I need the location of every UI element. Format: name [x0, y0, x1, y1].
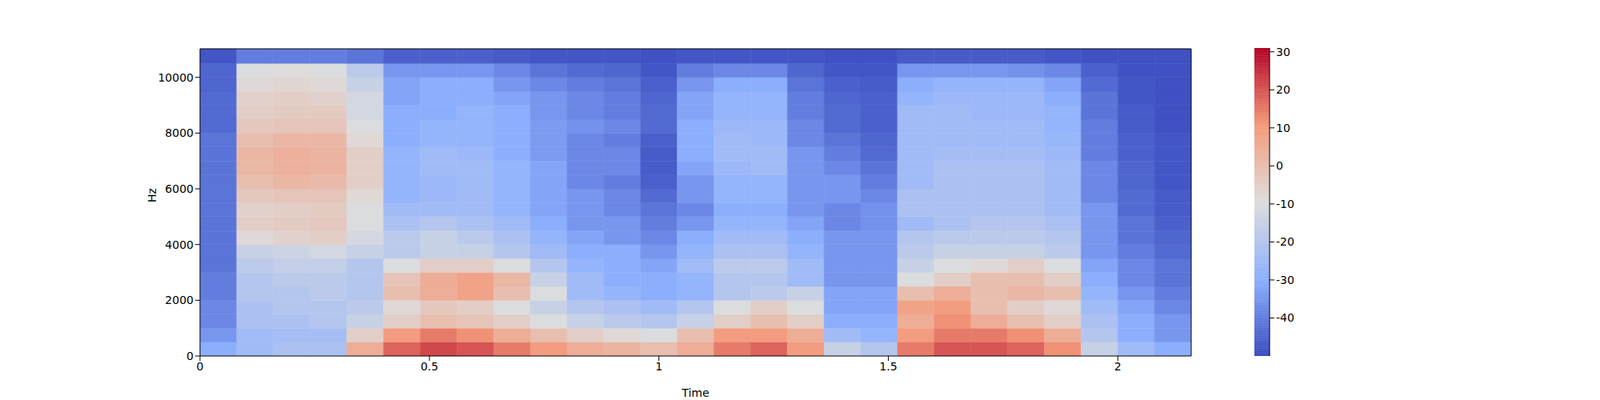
- svg-text:0: 0: [196, 360, 204, 373]
- svg-text:-20: -20: [1276, 235, 1295, 248]
- svg-text:Time: Time: [680, 386, 709, 400]
- svg-text:0: 0: [1276, 159, 1284, 172]
- svg-text:1: 1: [655, 360, 663, 373]
- svg-text:10000: 10000: [157, 71, 194, 84]
- svg-text:30: 30: [1276, 45, 1291, 59]
- svg-text:-40: -40: [1276, 311, 1295, 324]
- svg-text:Hz: Hz: [145, 188, 159, 203]
- svg-text:2000: 2000: [164, 293, 194, 307]
- svg-text:1.5: 1.5: [879, 360, 897, 373]
- svg-text:0.5: 0.5: [420, 360, 439, 373]
- svg-text:-30: -30: [1276, 273, 1295, 287]
- svg-text:6000: 6000: [164, 182, 194, 196]
- svg-text:4000: 4000: [164, 238, 194, 252]
- svg-text:-10: -10: [1276, 197, 1295, 211]
- svg-text:8000: 8000: [164, 126, 194, 140]
- svg-text:0: 0: [186, 349, 194, 363]
- svg-text:10: 10: [1276, 121, 1291, 135]
- svg-text:2: 2: [1114, 360, 1122, 373]
- svg-text:20: 20: [1276, 83, 1291, 96]
